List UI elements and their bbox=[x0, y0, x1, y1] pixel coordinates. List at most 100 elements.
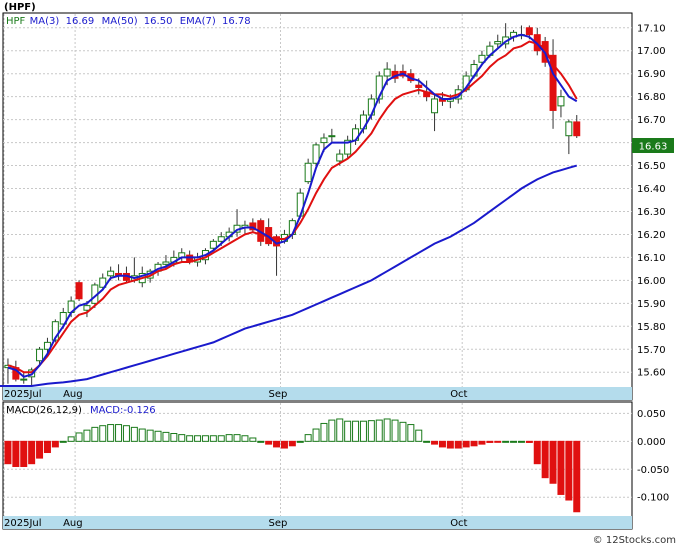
macd-bar bbox=[565, 440, 573, 501]
candle-body bbox=[573, 121, 581, 137]
candle-body bbox=[51, 321, 59, 341]
x-axis-label: Sep bbox=[269, 389, 288, 400]
macd-bar bbox=[399, 421, 407, 442]
macd-bar bbox=[186, 435, 194, 442]
candle-body bbox=[99, 277, 107, 288]
macd-bar bbox=[446, 440, 454, 449]
macd-bar bbox=[257, 440, 265, 443]
macd-bar bbox=[130, 426, 138, 442]
candle-body bbox=[162, 261, 170, 265]
macd-bar bbox=[344, 420, 352, 442]
macd-bar bbox=[423, 440, 431, 443]
macd-bar bbox=[59, 440, 67, 443]
macd-bar bbox=[20, 440, 28, 467]
macd-bar bbox=[12, 440, 20, 467]
x-axis-label: Aug bbox=[63, 389, 83, 400]
macd-bar bbox=[407, 424, 415, 442]
ma-50-line bbox=[0, 164, 578, 387]
candle-body bbox=[494, 41, 502, 45]
macd-bar bbox=[241, 435, 249, 442]
price-y-tick: 16.90 bbox=[637, 69, 666, 80]
price-legend: HPF MA(3) 16.69 MA(50) 16.50 EMA(7) 16.78 bbox=[6, 16, 251, 27]
macd-bar bbox=[462, 440, 470, 448]
price-y-tick: 15.90 bbox=[637, 299, 666, 310]
candle-body bbox=[344, 139, 352, 155]
macd-bar bbox=[359, 420, 367, 442]
macd-bar bbox=[573, 440, 581, 513]
candle-body bbox=[431, 98, 439, 114]
price-legend-item: 16.78 bbox=[222, 16, 251, 27]
candle-body bbox=[478, 54, 486, 63]
macd-bar bbox=[328, 419, 336, 442]
price-grid bbox=[3, 14, 632, 387]
candle-body bbox=[209, 240, 217, 249]
macd-legend-item: MACD:-0.126 bbox=[90, 405, 156, 416]
macd-y-tick: 0.050 bbox=[637, 409, 666, 420]
macd-x-axis: 2025Jul Aug Sep Oct bbox=[4, 518, 468, 529]
macd-bar bbox=[4, 440, 12, 465]
candle-body bbox=[557, 96, 565, 107]
macd-bar bbox=[115, 424, 123, 442]
price-y-tick: 15.80 bbox=[637, 322, 666, 333]
macd-bar bbox=[375, 419, 383, 442]
macd-bar bbox=[415, 429, 423, 442]
last-price-label: 16.63 bbox=[639, 142, 668, 153]
x-axis-label: Aug bbox=[63, 518, 83, 529]
price-legend-item: 16.50 bbox=[144, 16, 173, 27]
macd-bar bbox=[486, 440, 494, 443]
macd-bar bbox=[391, 419, 399, 442]
macd-bar bbox=[194, 435, 202, 442]
ma-3-line bbox=[7, 33, 578, 378]
macd-bar bbox=[273, 440, 281, 448]
macd-bar bbox=[510, 440, 518, 443]
price-legend-item: 16.69 bbox=[66, 16, 95, 27]
macd-bar bbox=[470, 440, 478, 447]
macd-bar bbox=[367, 420, 375, 442]
macd-bar bbox=[533, 440, 541, 465]
price-legend-item: MA(3) bbox=[30, 16, 60, 27]
candle-body bbox=[549, 54, 557, 111]
x-axis-label: 2025Jul bbox=[4, 389, 42, 400]
macd-bar bbox=[170, 433, 178, 442]
macd-bar bbox=[201, 435, 209, 442]
macd-bar bbox=[225, 434, 233, 442]
macd-bar bbox=[146, 429, 154, 442]
macd-bar bbox=[541, 440, 549, 479]
macd-y-tick: -0.050 bbox=[637, 465, 669, 476]
macd-bar bbox=[249, 437, 257, 442]
macd-bar bbox=[51, 440, 59, 448]
macd-bar bbox=[83, 429, 91, 442]
candle-body bbox=[304, 162, 312, 183]
candle-body bbox=[36, 348, 44, 362]
macd-bar bbox=[265, 440, 273, 445]
macd-legend-item: MACD(26,12,9) bbox=[6, 405, 82, 416]
price-y-tick: 17.00 bbox=[637, 46, 666, 57]
macd-bar bbox=[280, 440, 288, 449]
macd-bar bbox=[154, 430, 162, 442]
candle-body bbox=[320, 137, 328, 144]
macd-bar bbox=[296, 440, 304, 443]
macd-bar bbox=[28, 440, 36, 465]
macd-bar bbox=[304, 434, 312, 442]
macd-bar bbox=[99, 425, 107, 442]
x-axis-label: Oct bbox=[450, 518, 467, 529]
price-y-axis: 15.60 15.70 15.80 15.90 16.00 16.10 16.20 16.30… bbox=[637, 23, 666, 378]
macd-bar bbox=[454, 440, 462, 449]
macd-bar bbox=[478, 440, 486, 445]
macd-y-tick: -0.100 bbox=[637, 493, 669, 504]
price-legend-item: EMA(7) bbox=[180, 16, 216, 27]
price-y-tick: 16.30 bbox=[637, 207, 666, 218]
price-y-tick: 16.10 bbox=[637, 253, 666, 264]
macd-bar bbox=[209, 435, 217, 442]
macd-bar bbox=[122, 425, 130, 442]
macd-bar bbox=[525, 440, 533, 443]
price-y-tick: 17.10 bbox=[637, 23, 666, 34]
price-y-tick: 16.00 bbox=[637, 276, 666, 287]
candle-body bbox=[249, 222, 257, 231]
macd-bar bbox=[67, 436, 75, 442]
macd-bar bbox=[107, 424, 115, 442]
price-y-tick: 16.70 bbox=[637, 115, 666, 126]
macd-bar bbox=[352, 420, 360, 442]
